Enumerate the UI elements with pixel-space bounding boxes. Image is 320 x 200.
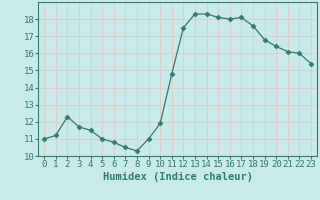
X-axis label: Humidex (Indice chaleur): Humidex (Indice chaleur) <box>103 172 252 182</box>
